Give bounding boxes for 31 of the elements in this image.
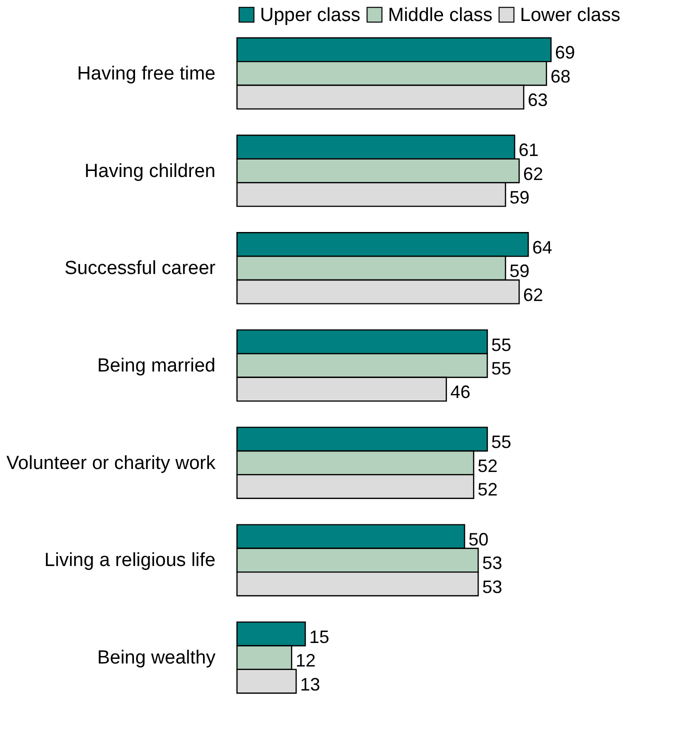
- data-label: 52: [478, 480, 498, 500]
- y-tick-label: Volunteer or charity work: [6, 452, 216, 474]
- data-label: 68: [550, 66, 570, 86]
- y-tick-label: Living a religious life: [44, 550, 216, 572]
- data-label: 12: [296, 650, 316, 671]
- data-label: 15: [309, 626, 330, 647]
- legend-label: Middle class: [388, 4, 493, 26]
- data-label: 53: [482, 576, 502, 597]
- legend-label: Upper class: [260, 4, 360, 26]
- data-label: 59: [509, 187, 530, 208]
- legend-label: Lower class: [520, 4, 620, 26]
- data-label: 46: [450, 382, 470, 402]
- data-label: 59: [509, 261, 530, 282]
- y-tick-label: Being wealthy: [97, 648, 216, 669]
- data-label: 52: [478, 456, 498, 476]
- data-label: 55: [491, 358, 512, 378]
- data-label: 55: [491, 432, 512, 452]
- data-label: 63: [528, 90, 548, 110]
- data-label: 13: [300, 674, 320, 694]
- data-label: 69: [555, 42, 576, 63]
- data-label: 62: [523, 164, 544, 184]
- data-label: 55: [491, 334, 512, 355]
- data-label: 53: [482, 553, 502, 574]
- y-tick-label: Successful career: [64, 258, 216, 280]
- data-label: 62: [523, 284, 544, 305]
- data-label: 61: [518, 140, 539, 160]
- y-tick-label: Having free time: [77, 63, 216, 84]
- y-tick-label: Being married: [97, 356, 216, 376]
- data-label: 64: [532, 237, 552, 258]
- data-label: 50: [468, 530, 489, 550]
- y-tick-label: Having children: [84, 160, 216, 182]
